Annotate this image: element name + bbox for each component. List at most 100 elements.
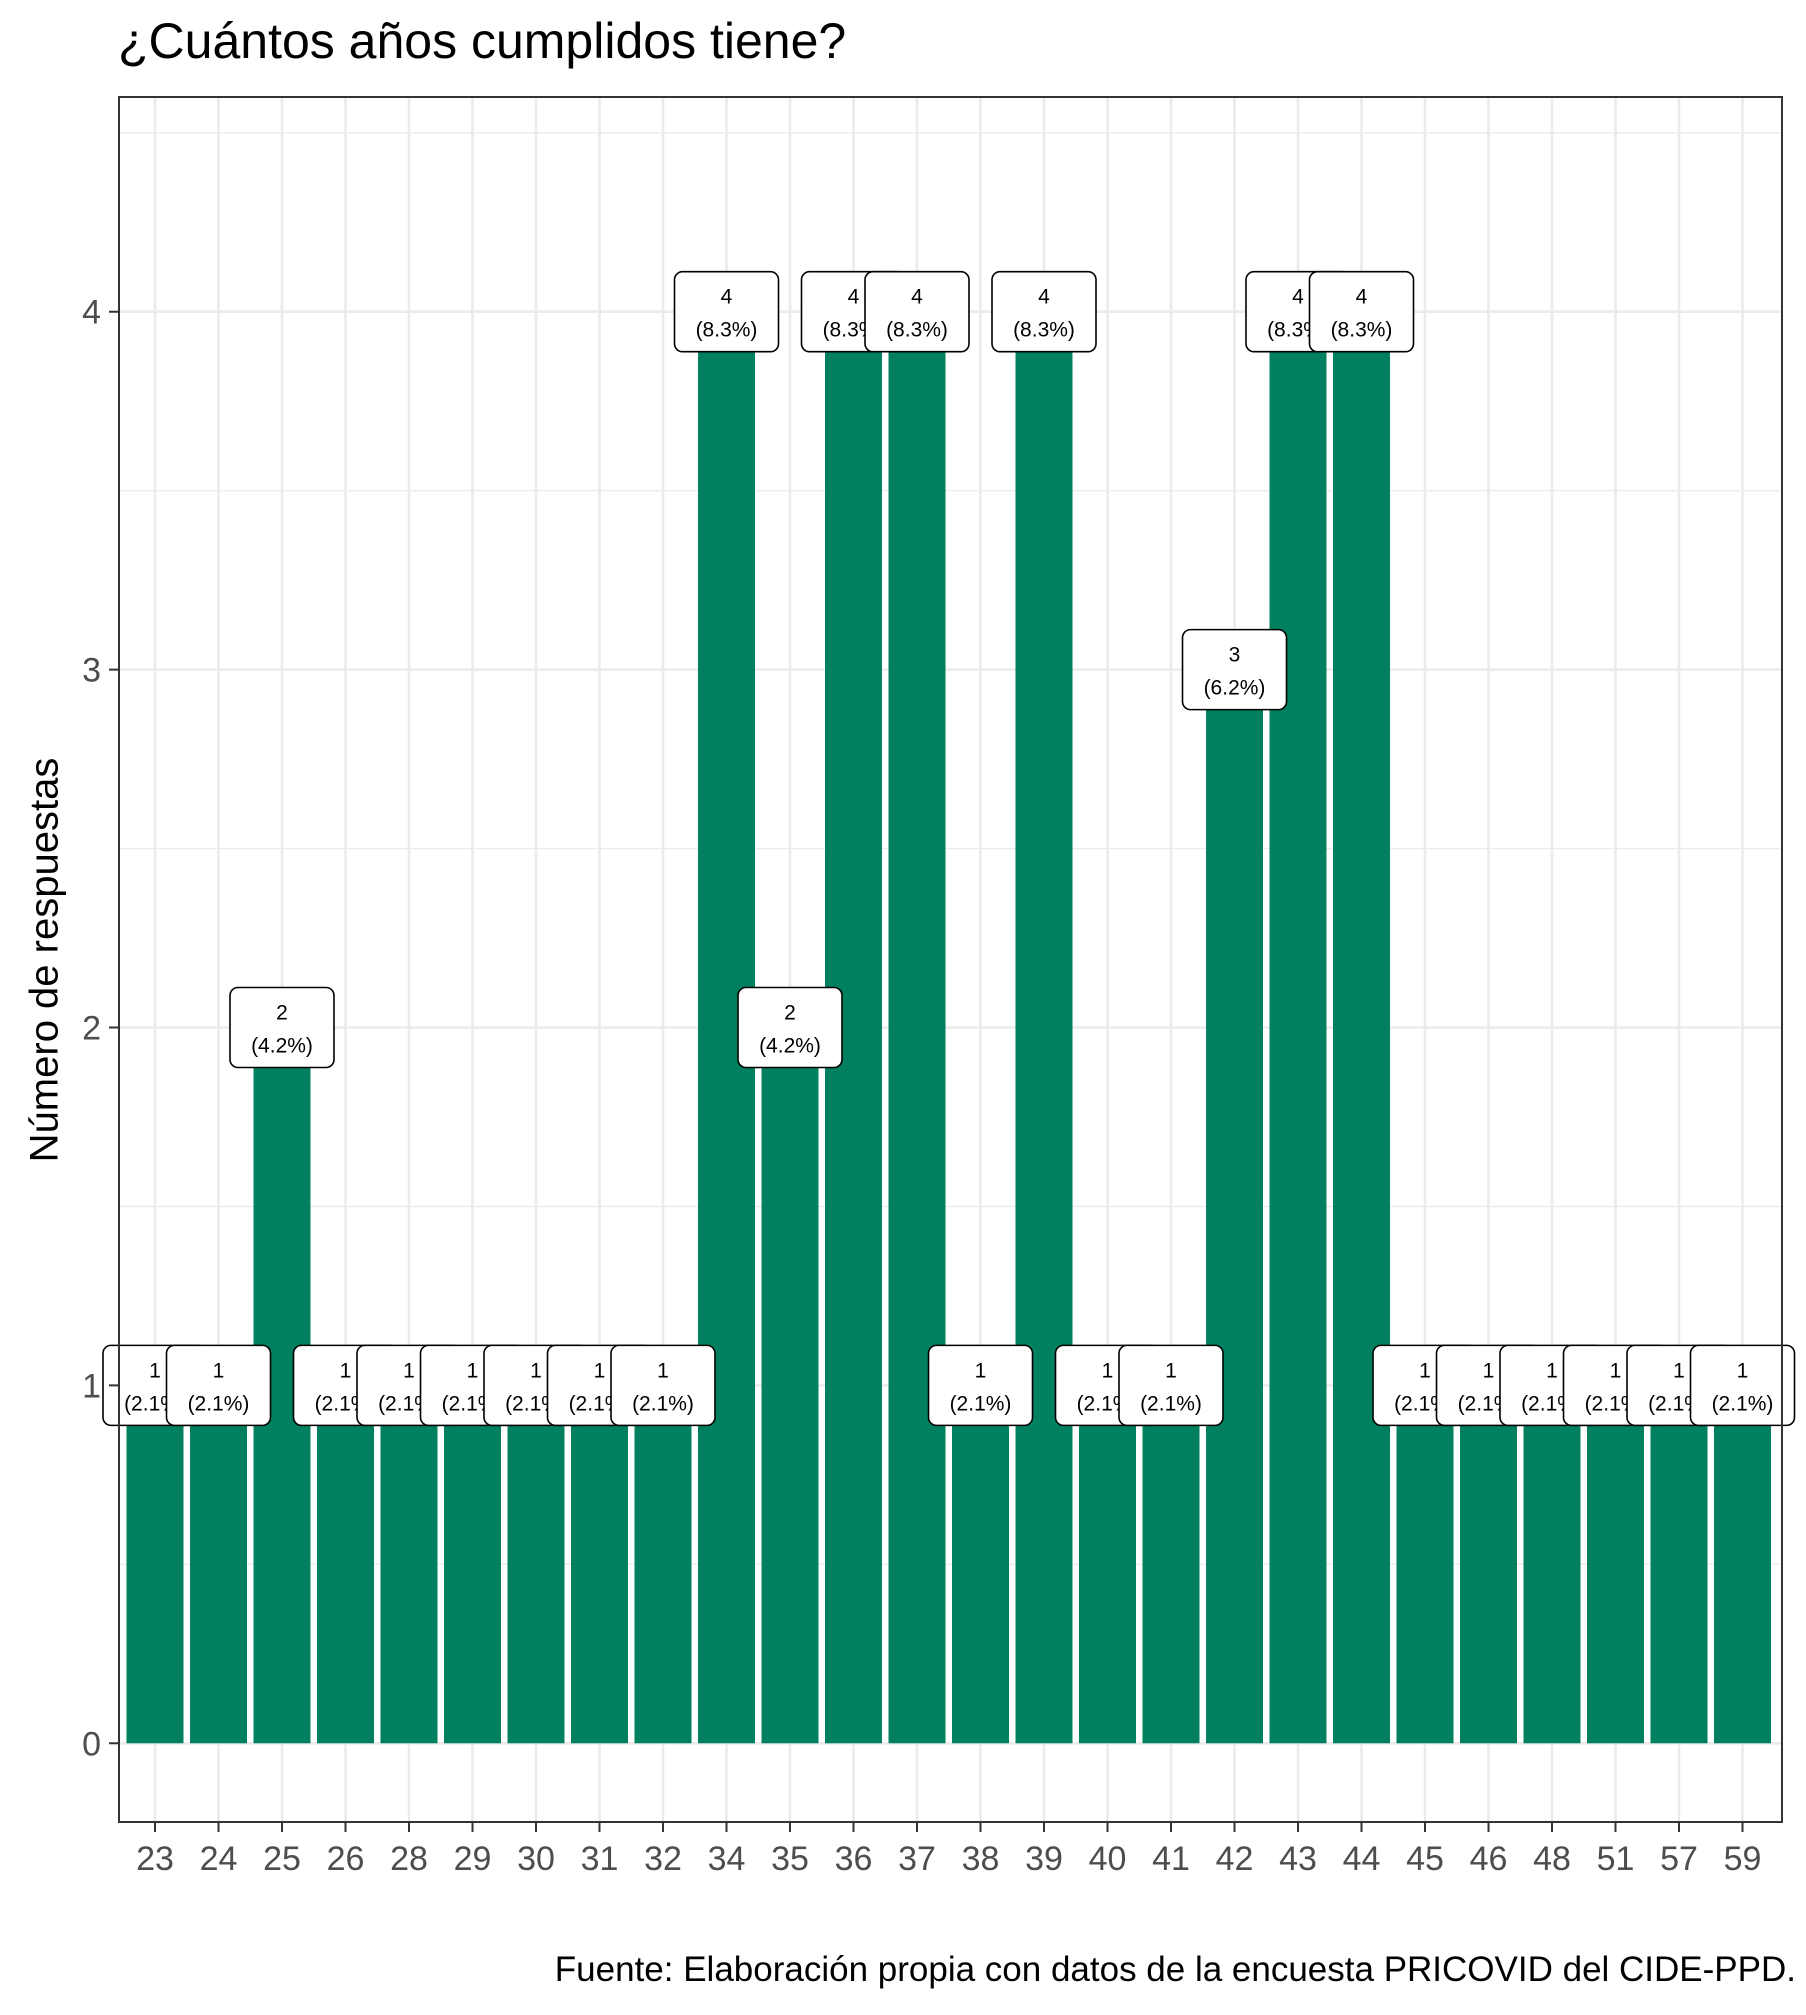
data-label-box <box>1118 1344 1224 1427</box>
data-label-32: 1 (2.1%) <box>610 1344 716 1427</box>
data-label-count: 1 <box>340 1359 352 1382</box>
data-label-count: 4 <box>1292 286 1304 309</box>
data-label-count: 2 <box>784 1001 796 1024</box>
data-label-box <box>165 1344 272 1427</box>
x-tick-label: 43 <box>1279 1840 1317 1878</box>
data-label-count: 1 <box>1102 1359 1114 1382</box>
bar-31 <box>571 1385 628 1744</box>
data-label-count: 4 <box>1038 286 1050 309</box>
data-label-count: 1 <box>530 1359 542 1382</box>
data-label-box <box>864 270 970 353</box>
data-label-percent: (6.2%) <box>1204 677 1266 700</box>
y-tick-label: 1 <box>82 1367 101 1405</box>
data-labels: 1 (2.1%) 1 (2.1%) 2 (4.2%) 1 (2.1%) 1 (2.1%) 1 (2.1… <box>102 270 1796 1427</box>
data-label-box <box>673 270 780 353</box>
bar-51 <box>1587 1385 1644 1744</box>
data-label-box <box>927 1344 1034 1427</box>
data-label-count: 4 <box>721 286 733 309</box>
x-tick-label: 36 <box>835 1840 873 1878</box>
data-label-37: 4 (8.3%) <box>864 270 970 353</box>
data-label-count: 1 <box>1546 1359 1558 1382</box>
data-label-box <box>1308 270 1415 353</box>
data-label-box <box>1689 1344 1796 1427</box>
bar-30 <box>507 1385 565 1744</box>
x-tick-label: 39 <box>1025 1840 1063 1878</box>
bar-26 <box>317 1385 374 1744</box>
data-label-count: 1 <box>594 1359 606 1382</box>
chart-title: ¿Cuántos años cumplidos tiene? <box>118 13 847 69</box>
bar-38 <box>952 1385 1009 1744</box>
x-tick-label: 42 <box>1216 1840 1254 1878</box>
data-label-count: 1 <box>1673 1359 1685 1382</box>
data-label-percent: (4.2%) <box>251 1034 313 1057</box>
bar-37 <box>888 311 946 1744</box>
data-label-box <box>1181 628 1288 711</box>
bar-32 <box>634 1385 692 1744</box>
y-tick-label: 3 <box>82 652 101 690</box>
x-tick-label: 30 <box>517 1840 555 1878</box>
bar-39 <box>1015 311 1073 1744</box>
data-label-percent: (8.3%) <box>1331 319 1393 342</box>
data-label-count: 2 <box>276 1001 288 1024</box>
data-label-count: 1 <box>975 1359 987 1382</box>
chart-caption: Fuente: Elaboración propia con datos de … <box>554 1950 1796 1989</box>
data-label-count: 4 <box>911 286 923 309</box>
bar-48 <box>1523 1385 1581 1744</box>
data-label-38: 1 (2.1%) <box>927 1344 1034 1427</box>
data-label-percent: (8.3%) <box>886 319 948 342</box>
x-tick-label: 41 <box>1152 1840 1190 1878</box>
bar-41 <box>1142 1385 1200 1744</box>
data-label-44: 4 (8.3%) <box>1308 270 1415 353</box>
data-label-count: 1 <box>149 1359 161 1382</box>
data-label-count: 1 <box>1737 1359 1749 1382</box>
x-tick-label: 24 <box>200 1840 238 1878</box>
bar-46 <box>1460 1385 1517 1744</box>
data-label-count: 1 <box>1483 1359 1495 1382</box>
x-tick-label: 40 <box>1089 1840 1127 1878</box>
bar-59 <box>1714 1385 1771 1744</box>
data-label-34: 4 (8.3%) <box>673 270 780 353</box>
x-tick-label: 26 <box>327 1840 365 1878</box>
bar-43 <box>1269 311 1327 1744</box>
data-label-42: 3 (6.2%) <box>1181 628 1288 711</box>
x-tick-label: 25 <box>263 1840 301 1878</box>
data-label-35: 2 (4.2%) <box>737 986 843 1069</box>
bar-45 <box>1396 1385 1454 1744</box>
x-tick-label: 38 <box>962 1840 1000 1878</box>
data-label-count: 1 <box>403 1359 415 1382</box>
x-tick-label: 59 <box>1724 1840 1762 1878</box>
data-label-39: 4 (8.3%) <box>991 270 1097 353</box>
data-label-percent: (8.3%) <box>1013 319 1075 342</box>
x-tick-label: 29 <box>454 1840 492 1878</box>
bar-42 <box>1206 669 1263 1744</box>
x-tick-label: 48 <box>1533 1840 1571 1878</box>
data-label-percent: (2.1%) <box>1140 1392 1202 1415</box>
data-label-percent: (2.1%) <box>1712 1392 1774 1415</box>
bar-57 <box>1650 1385 1708 1744</box>
data-label-count: 1 <box>1610 1359 1622 1382</box>
x-tick-label: 35 <box>771 1840 809 1878</box>
data-label-24: 1 (2.1%) <box>165 1344 272 1427</box>
x-tick-label: 23 <box>136 1840 174 1878</box>
y-tick-label: 4 <box>82 294 101 332</box>
data-label-count: 1 <box>1419 1359 1431 1382</box>
bar-23 <box>126 1385 184 1744</box>
x-tick-label: 28 <box>390 1840 428 1878</box>
bar-24 <box>190 1385 247 1744</box>
data-label-count: 1 <box>467 1359 479 1382</box>
x-tick-label: 46 <box>1470 1840 1508 1878</box>
data-label-count: 4 <box>1356 286 1368 309</box>
x-tick-label: 34 <box>708 1840 746 1878</box>
bar-29 <box>444 1385 501 1744</box>
data-label-percent: (8.3%) <box>696 319 758 342</box>
data-label-count: 1 <box>1165 1359 1177 1382</box>
data-label-box <box>737 986 843 1069</box>
bar-40 <box>1079 1385 1136 1744</box>
bar-28 <box>380 1385 438 1744</box>
x-tick-label: 32 <box>644 1840 682 1878</box>
data-label-41: 1 (2.1%) <box>1118 1344 1224 1427</box>
y-tick-label: 0 <box>82 1725 101 1763</box>
data-label-percent: (2.1%) <box>632 1392 694 1415</box>
